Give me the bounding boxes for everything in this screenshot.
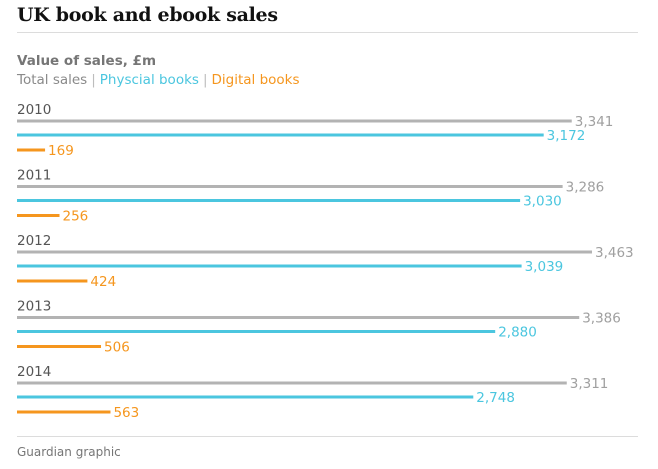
- bottom-divider: [17, 436, 638, 437]
- bar-value-label: 563: [113, 405, 139, 421]
- legend-separator: |: [91, 72, 96, 88]
- bar-value-label: 3,311: [570, 376, 609, 392]
- bar-value-label: 424: [90, 274, 116, 290]
- bar-value-label: 2,748: [476, 390, 515, 406]
- bar-value-label: 3,039: [525, 259, 564, 275]
- bar-value-label: 3,463: [595, 245, 634, 261]
- legend: Total sales | Physcial books | Digital books: [17, 72, 300, 88]
- source-credit: Guardian graphic: [17, 445, 121, 459]
- year-label: 2014: [17, 364, 51, 380]
- bar-value-label: 256: [63, 209, 89, 225]
- bar-value-label: 506: [104, 340, 130, 356]
- bar-value-label: 169: [48, 143, 74, 159]
- legend-item-digital: Digital books: [211, 72, 300, 88]
- chart-title: UK book and ebook sales: [17, 4, 278, 26]
- bar-value-label: 3,341: [575, 114, 614, 130]
- bar-value-label: 3,286: [566, 180, 605, 196]
- year-label: 2010: [17, 102, 51, 118]
- bar-value-label: 3,030: [523, 194, 562, 210]
- legend-separator: |: [202, 72, 208, 88]
- top-divider: [17, 32, 638, 33]
- legend-item-total: Total sales: [17, 72, 88, 88]
- bar-value-label: 3,172: [547, 128, 586, 144]
- year-label: 2011: [17, 168, 51, 184]
- year-label: 2012: [17, 233, 51, 249]
- bar-value-label: 2,880: [498, 325, 537, 341]
- legend-item-physical: Physcial books: [99, 72, 199, 88]
- year-label: 2013: [17, 299, 51, 315]
- chart-subtitle: Value of sales, £m: [17, 53, 157, 69]
- bar-value-label: 3,386: [582, 311, 621, 327]
